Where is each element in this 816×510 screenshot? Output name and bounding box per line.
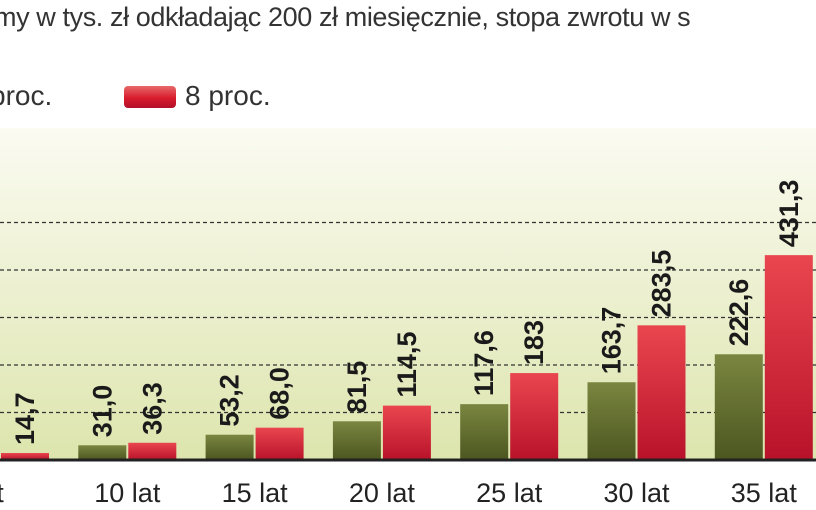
legend-label-series-a: proc. xyxy=(0,80,53,111)
value-label-b-2: 68,0 xyxy=(265,367,295,420)
x-tick-label-2: 15 lat xyxy=(222,478,289,508)
bar-a-2 xyxy=(205,434,254,460)
x-tick-label-6: 35 lat xyxy=(731,478,798,508)
x-tick-label-1: 10 lat xyxy=(94,478,161,508)
bar-a-5 xyxy=(587,382,636,460)
value-label-b-4: 183 xyxy=(519,320,549,365)
value-label-b-5: 283,5 xyxy=(647,250,677,318)
chart-title: my w tys. zł odkładając 200 zł miesięczn… xyxy=(0,2,691,32)
value-label-a-5: 163,7 xyxy=(597,307,627,375)
x-tick-label-5: 30 lat xyxy=(603,478,670,508)
value-label-b-0: 14,7 xyxy=(10,392,40,445)
value-label-a-1: 31,0 xyxy=(87,385,117,438)
bar-a-3 xyxy=(332,421,381,460)
x-tick-labels: t 10 lat 15 lat 20 lat 25 lat 30 lat 35 lat xyxy=(0,478,797,508)
value-label-b-3: 114,5 xyxy=(392,332,422,398)
bar-a-4 xyxy=(460,404,509,460)
x-tick-label-0: t xyxy=(0,478,4,508)
bar-b-4 xyxy=(510,373,559,460)
legend-swatch-series-b xyxy=(124,86,176,108)
bar-a-6 xyxy=(714,354,763,460)
bar-b-6 xyxy=(764,255,813,460)
value-label-b-1: 36,3 xyxy=(137,382,167,435)
value-label-a-4: 117,6 xyxy=(469,330,499,396)
bar-b-2 xyxy=(255,427,304,460)
bar-b-5 xyxy=(637,325,686,460)
value-label-a-6: 222,6 xyxy=(724,279,754,347)
value-label-b-6: 431,3 xyxy=(774,180,804,248)
bar-b-3 xyxy=(382,405,431,460)
bar-b-0 xyxy=(1,453,49,460)
bar-b-1 xyxy=(128,442,177,460)
bars xyxy=(1,255,813,460)
x-tick-label-3: 20 lat xyxy=(349,478,416,508)
legend-label-series-b: 8 proc. xyxy=(185,80,271,111)
value-label-a-2: 53,2 xyxy=(215,374,245,427)
bar-a-1 xyxy=(78,445,127,460)
x-tick-label-4: 25 lat xyxy=(476,478,543,508)
value-label-a-3: 81,5 xyxy=(342,361,372,414)
value-labels: 14,7 31,0 36,3 53,2 68,0 81,5 114,5 117,6 183 163… xyxy=(10,180,804,445)
